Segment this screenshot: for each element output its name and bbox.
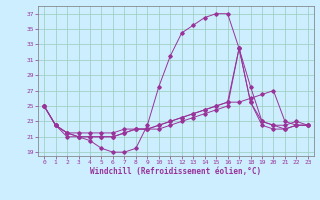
X-axis label: Windchill (Refroidissement éolien,°C): Windchill (Refroidissement éolien,°C): [91, 167, 261, 176]
